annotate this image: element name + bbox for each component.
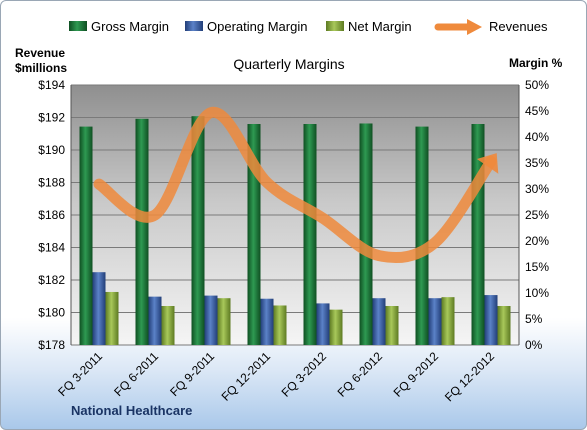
bar-gross-margin xyxy=(471,124,485,345)
x-tick-label: FQ 3-2012 xyxy=(279,349,330,400)
x-tick-label: FQ 3-2011 xyxy=(55,349,105,399)
right-tick-label: 15% xyxy=(525,260,549,274)
bar-operating-margin xyxy=(92,272,106,345)
right-tick-label: 35% xyxy=(525,156,549,170)
legend-swatch-operating-margin xyxy=(185,21,203,31)
bar-net-margin xyxy=(441,297,455,345)
legend-swatch-gross-margin xyxy=(69,21,87,31)
bar-operating-margin xyxy=(316,303,330,345)
right-tick-label: 10% xyxy=(525,286,549,300)
x-tick-label: FQ 12-2012 xyxy=(442,349,497,404)
bar-gross-margin xyxy=(415,126,429,345)
x-tick-label: FQ 6-2011 xyxy=(111,349,161,399)
left-tick-label: $182 xyxy=(38,273,65,287)
bar-net-margin xyxy=(273,305,287,345)
bar-gross-margin xyxy=(79,126,93,345)
legend-swatch-revenues xyxy=(434,19,482,35)
legend-swatch-net-margin xyxy=(326,21,344,31)
right-axis-ticks: 0% 5% 10% 15% 20% 25% 30% 35% 40% 45% 50% xyxy=(525,78,549,352)
revenue-arrowhead xyxy=(476,153,499,174)
x-axis-ticks: FQ 3-2011 FQ 6-2011 FQ 9-2011 FQ 12-2011 FQ … xyxy=(55,349,497,404)
right-tick-label: 5% xyxy=(525,312,543,326)
right-tick-label: 45% xyxy=(525,104,549,118)
x-tick-label: FQ 6-2012 xyxy=(335,349,386,400)
bar-gross-margin xyxy=(359,123,373,345)
legend-label-revenues: Revenues xyxy=(489,19,548,34)
right-tick-label: 25% xyxy=(525,208,549,222)
left-tick-label: $186 xyxy=(38,208,65,222)
legend-label-net-margin: Net Margin xyxy=(348,19,412,34)
left-tick-label: $190 xyxy=(38,143,65,157)
bar-gross-margin xyxy=(191,116,205,345)
bar-gross-margin xyxy=(135,118,149,345)
right-tick-label: 0% xyxy=(525,338,543,352)
bar-operating-margin xyxy=(372,298,386,345)
legend-label-gross-margin: Gross Margin xyxy=(91,19,169,34)
right-tick-label: 30% xyxy=(525,182,549,196)
bar-operating-margin xyxy=(428,298,442,345)
left-tick-label: $178 xyxy=(38,338,65,352)
bar-net-margin xyxy=(105,291,119,345)
left-tick-label: $180 xyxy=(38,306,65,320)
left-tick-label: $184 xyxy=(38,241,65,255)
bar-net-margin xyxy=(497,306,511,345)
left-axis-title-line2: $millions xyxy=(15,61,67,75)
bar-net-margin xyxy=(217,298,231,345)
bar-operating-margin xyxy=(260,298,274,345)
left-tick-label: $194 xyxy=(38,78,65,92)
revenue-line xyxy=(93,107,499,264)
left-axis-title-line1: Revenue xyxy=(15,46,65,60)
right-tick-label: 20% xyxy=(525,234,549,248)
right-tick-label: 40% xyxy=(525,130,549,144)
left-axis-ticks: $178 $180 $182 $184 $186 $188 $190 $192 $194 xyxy=(38,78,65,352)
right-tick-label: 50% xyxy=(525,78,549,92)
company-name: National Healthcare xyxy=(71,403,192,418)
revenue-series-line xyxy=(93,107,497,264)
left-tick-label: $188 xyxy=(38,176,65,190)
bar-net-margin xyxy=(161,306,175,345)
left-tick-label: $192 xyxy=(38,111,65,125)
right-axis-title: Margin % xyxy=(509,56,563,70)
bar-operating-margin xyxy=(204,295,218,345)
x-tick-label: FQ 12-2011 xyxy=(219,349,274,404)
legend: Gross Margin Operating Margin Net Margin… xyxy=(69,19,548,35)
x-tick-label: FQ 9-2011 xyxy=(167,349,217,399)
chart-title: Quarterly Margins xyxy=(233,56,344,72)
bar-operating-margin xyxy=(148,296,162,345)
x-tick-label: FQ 9-2012 xyxy=(391,349,442,400)
bar-net-margin xyxy=(385,306,399,345)
bar-net-margin xyxy=(329,309,343,345)
bar-operating-margin xyxy=(484,295,498,345)
bar-gross-margin xyxy=(303,124,317,345)
legend-label-operating-margin: Operating Margin xyxy=(207,19,307,34)
